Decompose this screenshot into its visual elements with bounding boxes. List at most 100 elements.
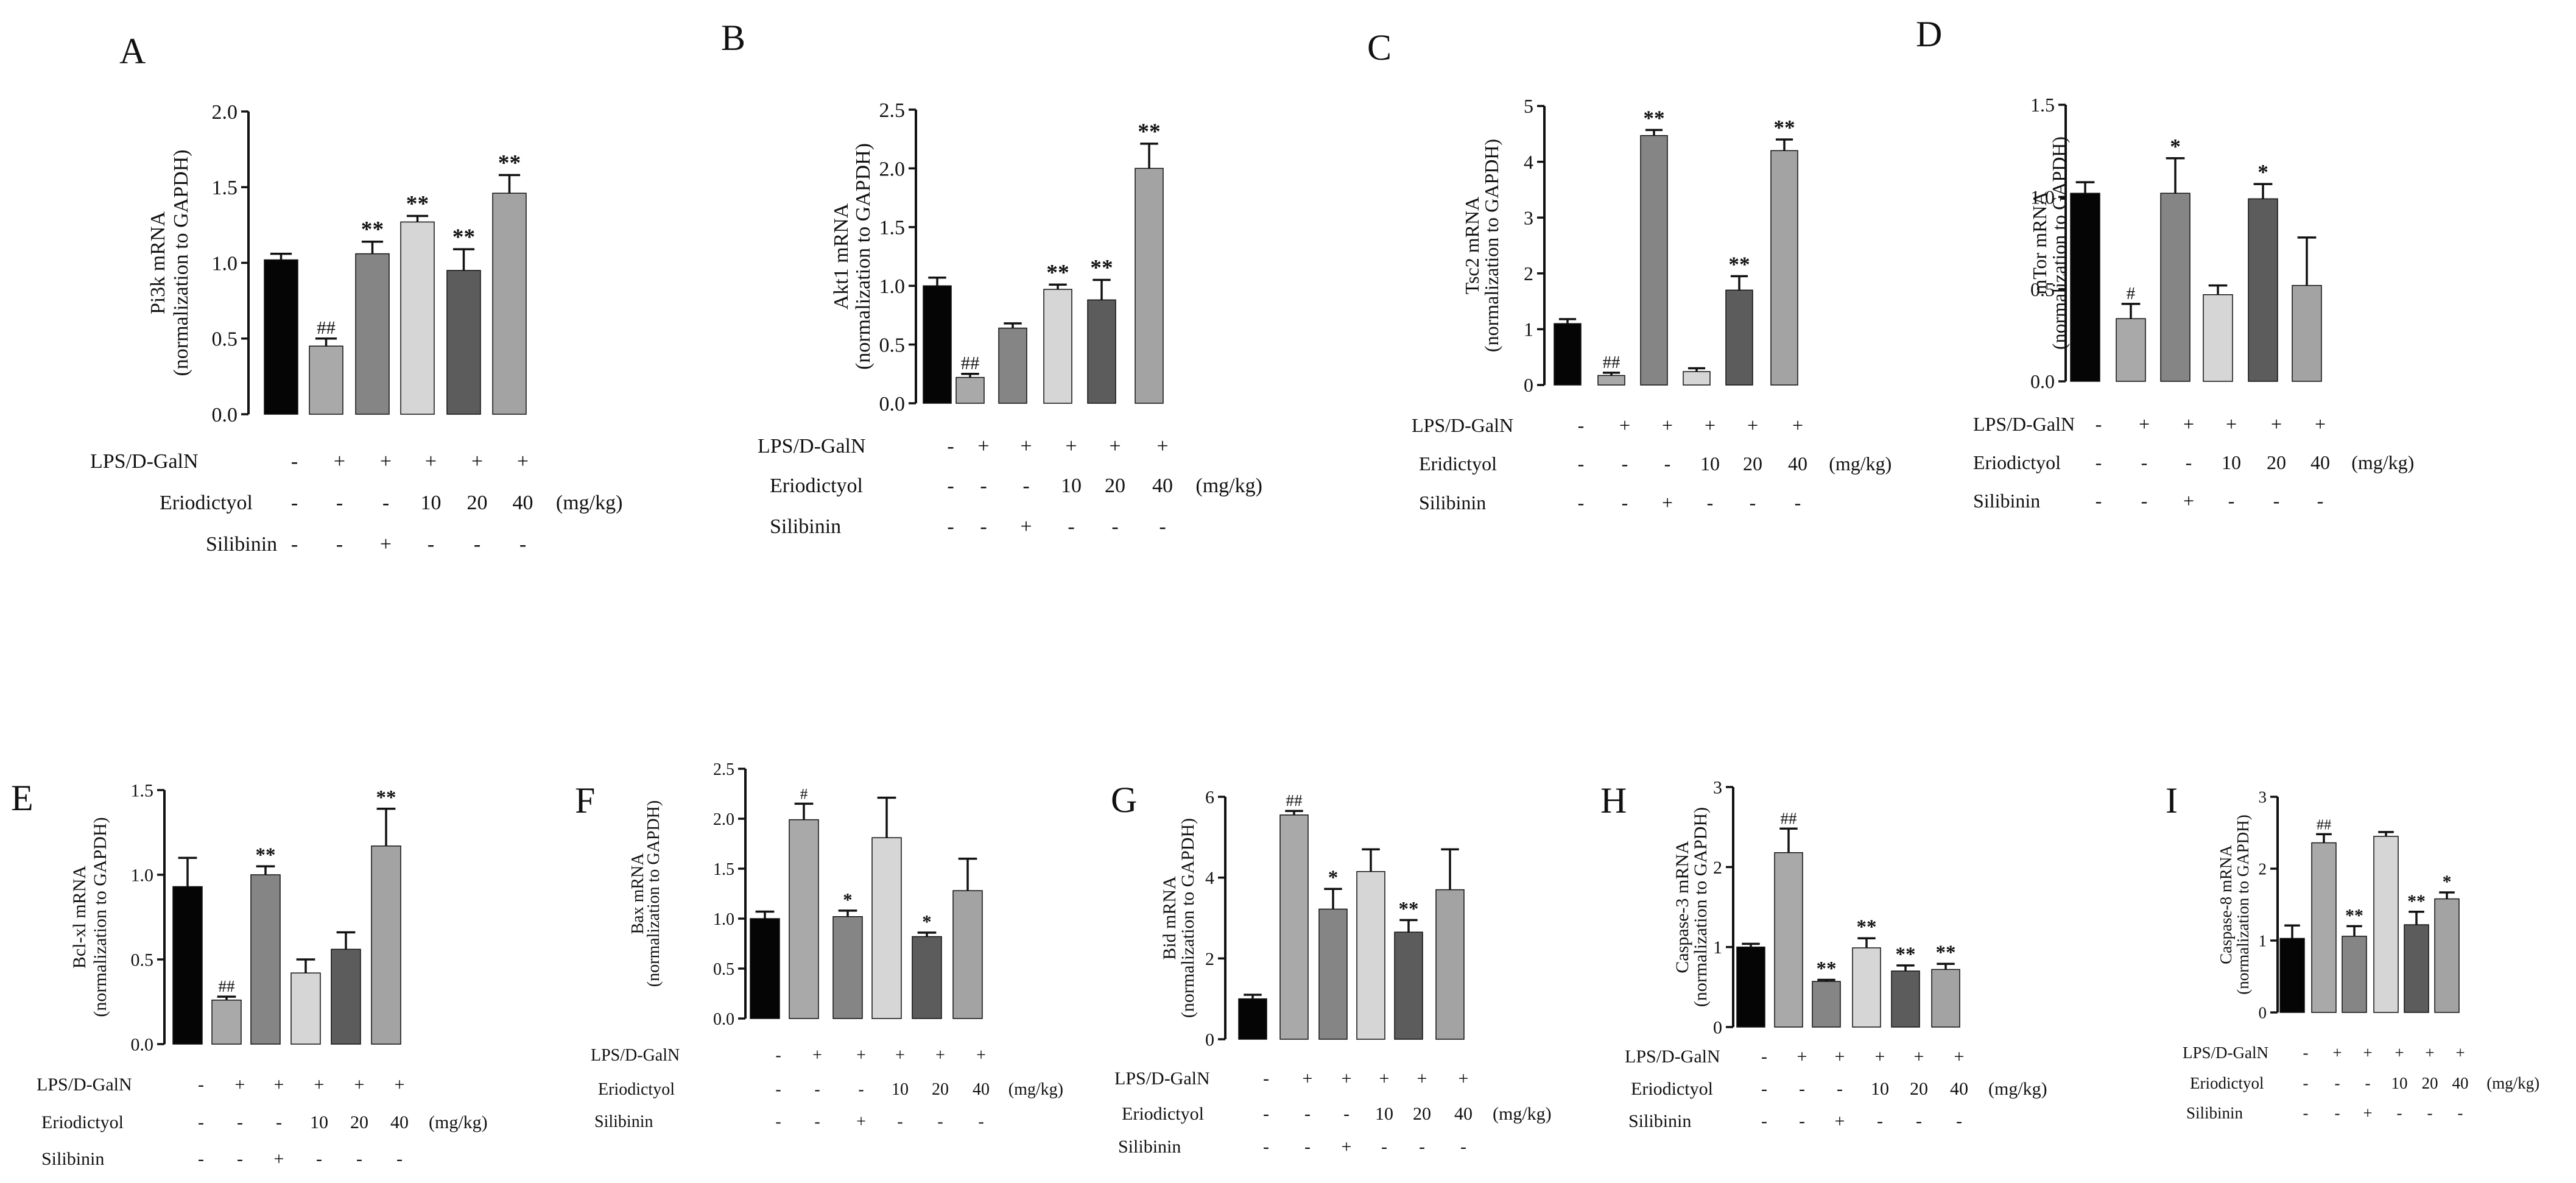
treatment-cell: +	[1705, 414, 1716, 436]
unit-label: (mg/kg)	[1988, 1079, 2047, 1099]
treatment-cell: +	[1020, 435, 1032, 457]
treatment-cell: -	[1578, 492, 1585, 514]
y-axis-title: Tsc2 mRNA	[1461, 197, 1483, 294]
y-tick-label: 1.5	[879, 217, 906, 239]
significance-mark: *	[2258, 160, 2268, 184]
bar	[2070, 192, 2100, 382]
treatment-row-label: LPS/D-GalN	[591, 1046, 680, 1065]
significance-mark: **	[1399, 898, 1419, 920]
treatment-cell: +	[2332, 1044, 2342, 1062]
y-tick-label: 1	[1524, 319, 1533, 341]
unit-label: (mg/kg)	[1008, 1080, 1063, 1099]
treatment-cell: -	[1799, 1079, 1805, 1099]
significance-mark: **	[1936, 942, 1956, 964]
bar	[1736, 946, 1765, 1028]
treatment-cell: 40	[390, 1112, 409, 1132]
bar	[832, 916, 863, 1019]
treatment-cell: -	[897, 1112, 903, 1131]
treatment-cell: +	[1662, 492, 1673, 514]
treatment-row-label: Silibinin	[2186, 1104, 2243, 1122]
treatment-row-label: Eridictyol	[1419, 453, 1497, 475]
treatment-cell: -	[2096, 413, 2102, 435]
treatment-cell: -	[1263, 1068, 1269, 1089]
treatment-cell: -	[1068, 515, 1074, 538]
treatment-cell: -	[1343, 1104, 1350, 1124]
bar	[1597, 375, 1625, 386]
treatment-cell: -	[1159, 515, 1166, 538]
treatment-cell: -	[858, 1080, 864, 1099]
bar	[2373, 836, 2399, 1013]
treatment-cell: -	[1622, 492, 1628, 514]
treatment-row-label: Silibinin	[770, 515, 841, 538]
treatment-cell: +	[425, 450, 437, 473]
treatment-cell: +	[1379, 1068, 1390, 1089]
bar	[1852, 947, 1881, 1028]
treatment-cell: +	[1020, 515, 1032, 538]
panel-letter: C	[1367, 27, 1392, 68]
y-tick-label: 4	[1205, 868, 1214, 888]
treatment-cell: -	[1916, 1111, 1922, 1131]
panel-letter: G	[1111, 780, 1137, 820]
y-axis-title: mTor mRNA	[2029, 191, 2050, 294]
y-tick-label: 6	[1205, 788, 1214, 808]
y-axis-title: Bid mRNA	[1160, 876, 1180, 960]
y-tick-label: 1.5	[713, 860, 734, 879]
treatment-cell: -	[1111, 515, 1118, 538]
bar	[750, 918, 780, 1019]
treatment-cell: 10	[892, 1080, 909, 1099]
treatment-row-label: LPS/D-GalN	[758, 435, 866, 457]
significance-mark: **	[406, 191, 429, 216]
significance-mark: #	[2127, 284, 2135, 303]
treatment-cell: +	[517, 450, 529, 473]
panel-e: E 0.0 0.5 1.0 1.5 Bcl-xl mRNA (normalization t…	[11, 778, 488, 1169]
unit-label: (mg/kg)	[1493, 1104, 1552, 1124]
treatment-cell: -	[775, 1112, 781, 1131]
treatment-cell: 20	[1910, 1079, 1928, 1099]
y-axis-title: (normalization to GAPDH)	[170, 149, 192, 376]
treatment-cell: -	[1761, 1111, 1767, 1131]
bar	[2116, 318, 2146, 382]
treatment-cell: -	[775, 1046, 781, 1065]
y-axis-title: (normalization to GAPDH)	[1480, 139, 1502, 352]
treatment-cell: +	[1662, 414, 1673, 436]
y-axis-title: (normalization to GAPDH)	[644, 800, 663, 987]
treatment-cell: 40	[2310, 451, 2330, 473]
y-tick-label: 2.0	[879, 158, 906, 180]
treatment-cell: +	[2315, 413, 2326, 435]
treatment-cell: 20	[1105, 475, 1125, 497]
panel-letter: H	[1600, 780, 1627, 821]
unit-label: (mg/kg)	[429, 1112, 488, 1132]
bar	[1770, 150, 1798, 386]
treatment-cell: +	[1417, 1068, 1427, 1089]
y-tick-label: 1.0	[713, 910, 734, 929]
treatment-cell: +	[395, 1075, 405, 1095]
treatment-cell: +	[977, 435, 989, 457]
y-axis-title: Pi3k mRNA	[147, 211, 169, 315]
treatment-cell: 10	[2222, 451, 2241, 473]
treatment-cell: 10	[1700, 453, 1720, 475]
treatment-cell: +	[274, 1149, 284, 1169]
treatment-cell: -	[1622, 453, 1628, 475]
treatment-cell: 40	[1152, 475, 1173, 497]
bar	[789, 819, 819, 1019]
treatment-cell: -	[2096, 451, 2102, 473]
y-tick-label: 0.0	[713, 1010, 734, 1029]
treatment-cell: +	[1797, 1047, 1807, 1067]
treatment-cell: +	[2455, 1044, 2465, 1062]
y-tick-label: 2.0	[212, 101, 238, 124]
y-tick-label: 4	[1524, 151, 1533, 173]
treatment-cell: +	[380, 533, 392, 556]
panel-letter: A	[119, 31, 146, 71]
treatment-cell: -	[336, 533, 343, 556]
significance-mark: ##	[1286, 791, 1303, 810]
y-axis-title: Bax mRNA	[628, 853, 647, 934]
significance-mark: **	[452, 225, 475, 250]
treatment-cell: +	[1875, 1047, 1885, 1067]
bar	[1725, 289, 1753, 386]
treatment-cell: -	[947, 515, 954, 538]
bar	[1931, 969, 1960, 1028]
significance-mark: *	[843, 889, 852, 910]
treatment-row-label: LPS/D-GalN	[1973, 413, 2075, 435]
treatment-cell: 20	[2422, 1074, 2438, 1092]
treatment-cell: +	[2425, 1044, 2434, 1062]
